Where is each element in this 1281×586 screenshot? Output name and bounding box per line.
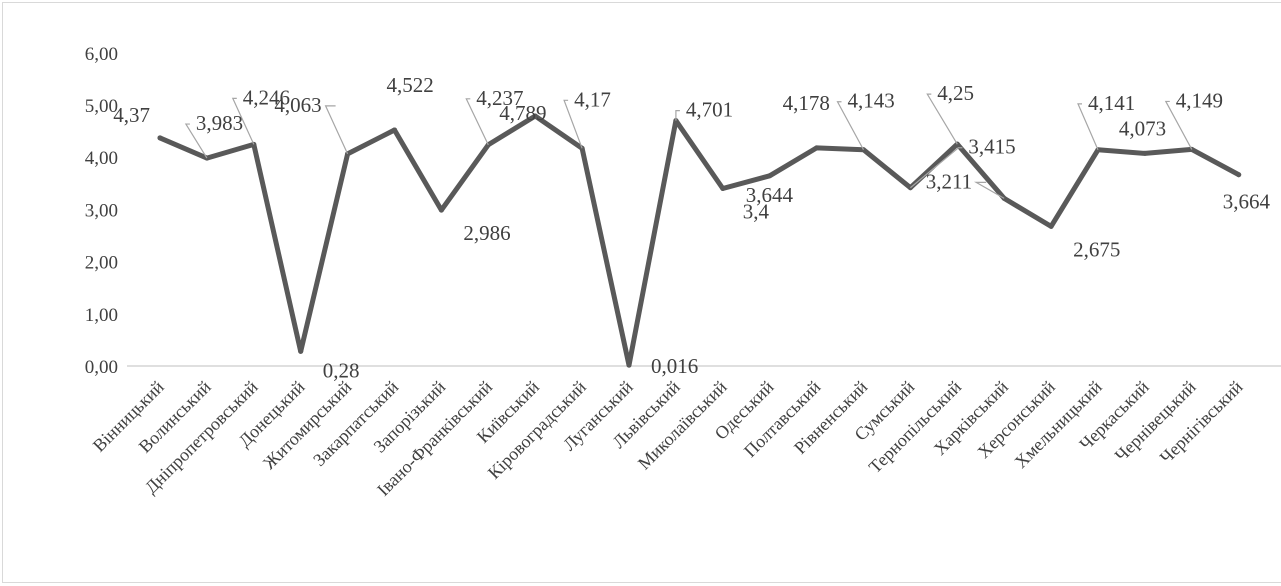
series-line	[157, 113, 1242, 368]
data-label-leader	[1077, 103, 1099, 151]
data-label: 4,17	[574, 87, 611, 111]
data-label: 0,016	[651, 354, 698, 378]
y-tick-label: 0,00	[85, 357, 118, 378]
data-label-leader	[231, 97, 255, 145]
data-label: 3,211	[926, 169, 972, 193]
data-label: 4,246	[243, 85, 290, 109]
data-label-leader	[324, 105, 349, 155]
data-point	[767, 173, 773, 179]
data-label: 4,37	[113, 103, 150, 127]
data-point	[814, 145, 820, 151]
data-label: 4,522	[387, 73, 434, 97]
data-label: 3,983	[196, 111, 243, 135]
data-label: 4,149	[1176, 88, 1223, 112]
data-label: 4,237	[476, 86, 523, 110]
data-label: 4,073	[1119, 116, 1166, 140]
data-point	[298, 348, 304, 354]
y-tick-label: 2,00	[85, 253, 118, 274]
data-point	[438, 207, 444, 213]
data-point	[720, 186, 726, 192]
data-label-leader	[973, 181, 1005, 199]
data-label-leader	[563, 99, 583, 149]
data-label-leader	[675, 110, 680, 121]
data-label-leader	[836, 101, 865, 151]
data-label-leader	[465, 98, 489, 146]
y-tick-label: 3,00	[85, 200, 118, 221]
y-tick-label: 4,00	[85, 148, 118, 169]
data-label: 3,664	[1223, 190, 1271, 214]
data-label: 4,141	[1088, 91, 1135, 115]
data-label: 4,789	[499, 101, 546, 125]
data-label: 4,063	[274, 93, 321, 117]
data-label-leader	[1164, 100, 1193, 150]
data-label-leader	[910, 147, 963, 189]
data-label: 0,28	[323, 358, 360, 382]
data-point	[1236, 172, 1242, 178]
data-label: 4,701	[686, 98, 733, 122]
data-label: 2,675	[1073, 237, 1120, 261]
data-point	[1142, 150, 1148, 156]
data-label: 4,178	[783, 91, 830, 115]
data-label: 3,644	[746, 183, 794, 207]
data-point	[626, 362, 632, 368]
x-tick-label: Чернігівський	[1156, 376, 1247, 467]
label-layer: 4,37 3,9834,2460,284,0634,5222,9864,2374,…	[113, 73, 1270, 382]
data-point	[392, 127, 397, 133]
y-tick-label: 5,00	[85, 96, 118, 117]
data-point	[1048, 223, 1054, 229]
data-label: 4,25	[937, 81, 974, 105]
data-label-leader	[926, 93, 958, 145]
data-label: 2,986	[463, 221, 510, 245]
data-label-leader	[184, 123, 208, 159]
y-tick-label: 6,00	[85, 44, 118, 65]
data-label: 3,4	[743, 200, 770, 224]
data-label: 3,415	[968, 135, 1015, 159]
data-point	[157, 135, 163, 141]
data-point	[532, 113, 538, 119]
y-tick-label: 1,00	[85, 305, 118, 326]
data-label: 4,143	[848, 89, 895, 113]
